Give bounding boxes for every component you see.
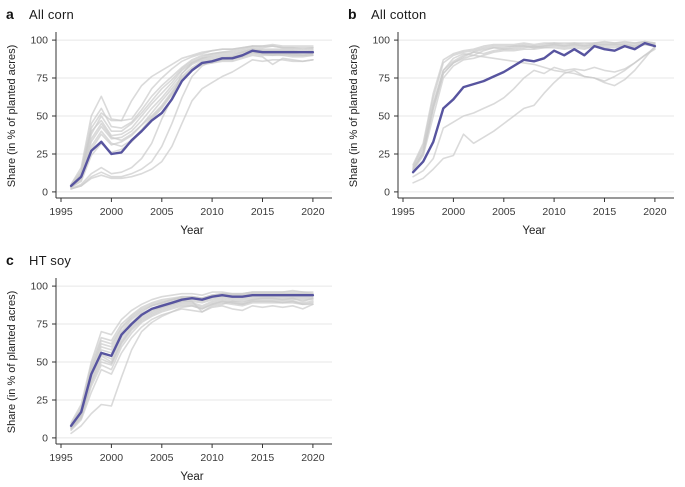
y-axis-title: Share (in % of planted acres) xyxy=(348,45,360,187)
x-tick-label-2005: 2005 xyxy=(492,206,516,218)
y-axis-title: Share (in % of planted acres) xyxy=(6,291,18,433)
panel-title-all-cotton: All cotton xyxy=(371,7,427,22)
x-tick-label-1995: 1995 xyxy=(49,452,73,464)
background-series-state-5 xyxy=(70,297,314,429)
y-axis-title: Share (in % of planted acres) xyxy=(6,45,18,187)
background-series-state-4 xyxy=(412,43,656,172)
x-tick-label-2020: 2020 xyxy=(301,206,325,218)
panel-title-ht-soy: HT soy xyxy=(29,253,72,268)
y-tick-label-100: 100 xyxy=(372,35,390,47)
panel-letter-c: c xyxy=(6,252,14,268)
background-series-state-6 xyxy=(412,46,656,178)
background-series-state-8 xyxy=(70,51,314,190)
background-series-state-12 xyxy=(70,46,314,186)
x-axis-title: Year xyxy=(180,225,203,237)
background-series-state-5 xyxy=(412,48,656,170)
background-series-state-10 xyxy=(70,45,314,187)
y-tick-label-50: 50 xyxy=(378,111,390,123)
y-tick-label-75: 75 xyxy=(36,319,48,331)
panel-ht-soy: c HT soy 0 25 50 75 100 1995 2000 2005 2010 2015 2… xyxy=(2,248,342,486)
y-tick-label-50: 50 xyxy=(36,111,48,123)
x-axis-title: Year xyxy=(522,225,545,237)
panel-all-corn: a All corn 0 25 50 75 100 1995 2000 2005 2010 201… xyxy=(2,2,342,240)
panel-all-cotton: b All cotton 0 25 50 75 100 1995 2000 2005 2010 2… xyxy=(344,2,684,240)
x-tick-label-2010: 2010 xyxy=(200,452,224,464)
y-tick-label-0: 0 xyxy=(42,433,48,445)
chart-ht-soy: 0 25 50 75 100 1995 2000 2005 2010 2015 2020 Share … xyxy=(6,278,332,483)
highlight-series xyxy=(69,294,315,428)
background-series-state-13 xyxy=(70,300,314,430)
background-series-state-8 xyxy=(70,303,314,432)
highlight-series xyxy=(69,49,315,188)
panel-b-header: b All cotton xyxy=(344,2,684,26)
y-tick-label-100: 100 xyxy=(30,281,48,293)
x-tick-label-1995: 1995 xyxy=(49,206,73,218)
x-tick-label-2010: 2010 xyxy=(542,206,566,218)
x-tick-label-2015: 2015 xyxy=(251,452,275,464)
background-series-state-4 xyxy=(70,295,314,429)
y-tick-label-100: 100 xyxy=(30,35,48,47)
y-tick-label-75: 75 xyxy=(36,73,48,85)
y-tick-label-25: 25 xyxy=(378,149,390,161)
y-tick-label-75: 75 xyxy=(378,73,390,85)
x-tick-label-2005: 2005 xyxy=(150,206,174,218)
y-tick-label-0: 0 xyxy=(384,187,390,199)
y-tick-label-0: 0 xyxy=(42,187,48,199)
x-tick-label-2000: 2000 xyxy=(100,452,124,464)
panel-title-all-corn: All corn xyxy=(29,7,74,22)
background-series-state-11 xyxy=(70,297,314,429)
x-tick-label-2015: 2015 xyxy=(251,206,275,218)
x-tick-label-2020: 2020 xyxy=(643,206,667,218)
y-tick-label-50: 50 xyxy=(36,357,48,369)
x-tick-label-2015: 2015 xyxy=(593,206,617,218)
background-series-state-7 xyxy=(70,48,314,190)
background-series-state-13 xyxy=(70,43,314,187)
panel-letter-b: b xyxy=(348,6,357,22)
highlight-series xyxy=(411,41,657,174)
background-series-state-7 xyxy=(412,45,656,184)
y-tick-label-25: 25 xyxy=(36,395,48,407)
panel-c-header: c HT soy xyxy=(2,248,342,272)
x-axis-title: Year xyxy=(180,471,203,483)
background-series-state-12 xyxy=(70,289,314,427)
x-tick-label-2020: 2020 xyxy=(301,452,325,464)
x-tick-label-2000: 2000 xyxy=(100,206,124,218)
panel-a-header: a All corn xyxy=(2,2,342,26)
x-tick-label-2010: 2010 xyxy=(200,206,224,218)
background-series-state-7 xyxy=(70,301,314,430)
x-tick-label-1995: 1995 xyxy=(391,206,415,218)
chart-all-cotton: 0 25 50 75 100 1995 2000 2005 2010 2015 2020 Share … xyxy=(348,32,674,237)
y-tick-label-25: 25 xyxy=(36,149,48,161)
background-series-state-9 xyxy=(70,58,314,190)
background-series-state-8 xyxy=(412,40,656,166)
panel-letter-a: a xyxy=(6,6,14,22)
background-series-state-11 xyxy=(70,54,314,189)
background-series-state-9 xyxy=(412,42,656,170)
chart-all-corn: 0 25 50 75 100 1995 2000 2005 2010 2015 2020 Share … xyxy=(6,32,332,237)
x-tick-label-2005: 2005 xyxy=(150,452,174,464)
x-tick-label-2000: 2000 xyxy=(442,206,466,218)
